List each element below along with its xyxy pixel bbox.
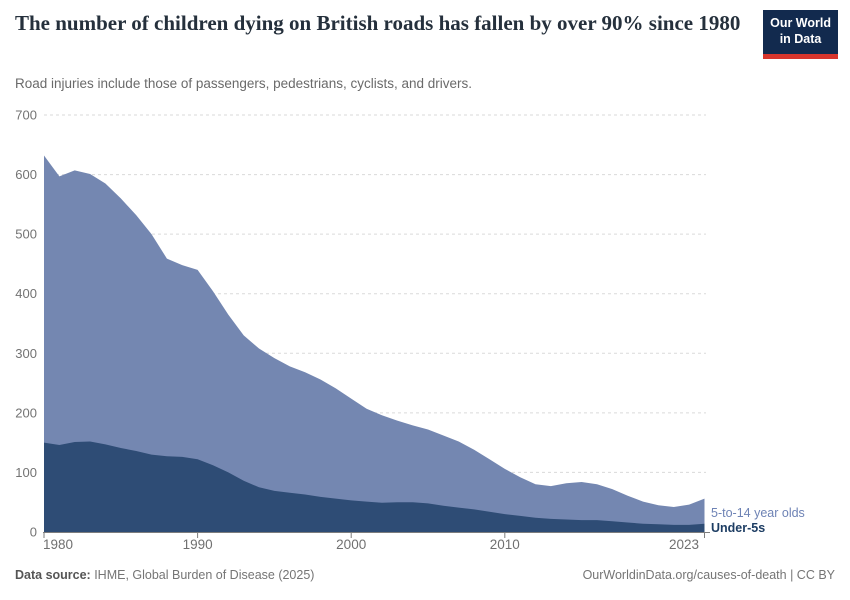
y-tick-label-200: 200: [15, 405, 37, 420]
page-title: The number of children dying on British …: [15, 11, 741, 35]
x-tick-label-2000: 2000: [336, 537, 366, 552]
x-tick-label-1980: 1980: [43, 537, 73, 552]
y-tick-label-0: 0: [30, 525, 37, 540]
area-under-5s[interactable]: [44, 441, 705, 533]
x-tick-label-2010: 2010: [490, 537, 520, 552]
data-source-text: IHME, Global Burden of Disease (2025): [90, 568, 315, 582]
x-tick-label-2023: 2023: [669, 537, 699, 552]
y-tick-label-400: 400: [15, 286, 37, 301]
x-tick-label-1990: 1990: [183, 537, 213, 552]
y-tick-label-100: 100: [15, 465, 37, 480]
owid-logo-line2: in Data: [779, 32, 822, 47]
y-tick-label-300: 300: [15, 346, 37, 361]
y-tick-label-700: 700: [15, 108, 37, 123]
y-tick-label-600: 600: [15, 167, 37, 182]
chart-footer: Data source: IHME, Global Burden of Dise…: [15, 568, 835, 582]
legend-label-5-to-14[interactable]: 5-to-14 year olds: [711, 506, 805, 520]
attribution-link[interactable]: OurWorldinData.org/causes-of-death | CC …: [582, 568, 835, 582]
owid-logo[interactable]: Our World in Data: [763, 10, 838, 59]
data-source-label: Data source:: [15, 568, 91, 582]
y-tick-label-500: 500: [15, 227, 37, 242]
data-source: Data source: IHME, Global Burden of Dise…: [15, 568, 314, 582]
owid-logo-line1: Our World: [770, 16, 831, 30]
chart-subtitle: Road injuries include those of passenger…: [15, 76, 472, 91]
area-5-to-14-year-olds[interactable]: [44, 155, 705, 533]
legend-label-under-5s[interactable]: Under-5s: [711, 521, 766, 535]
